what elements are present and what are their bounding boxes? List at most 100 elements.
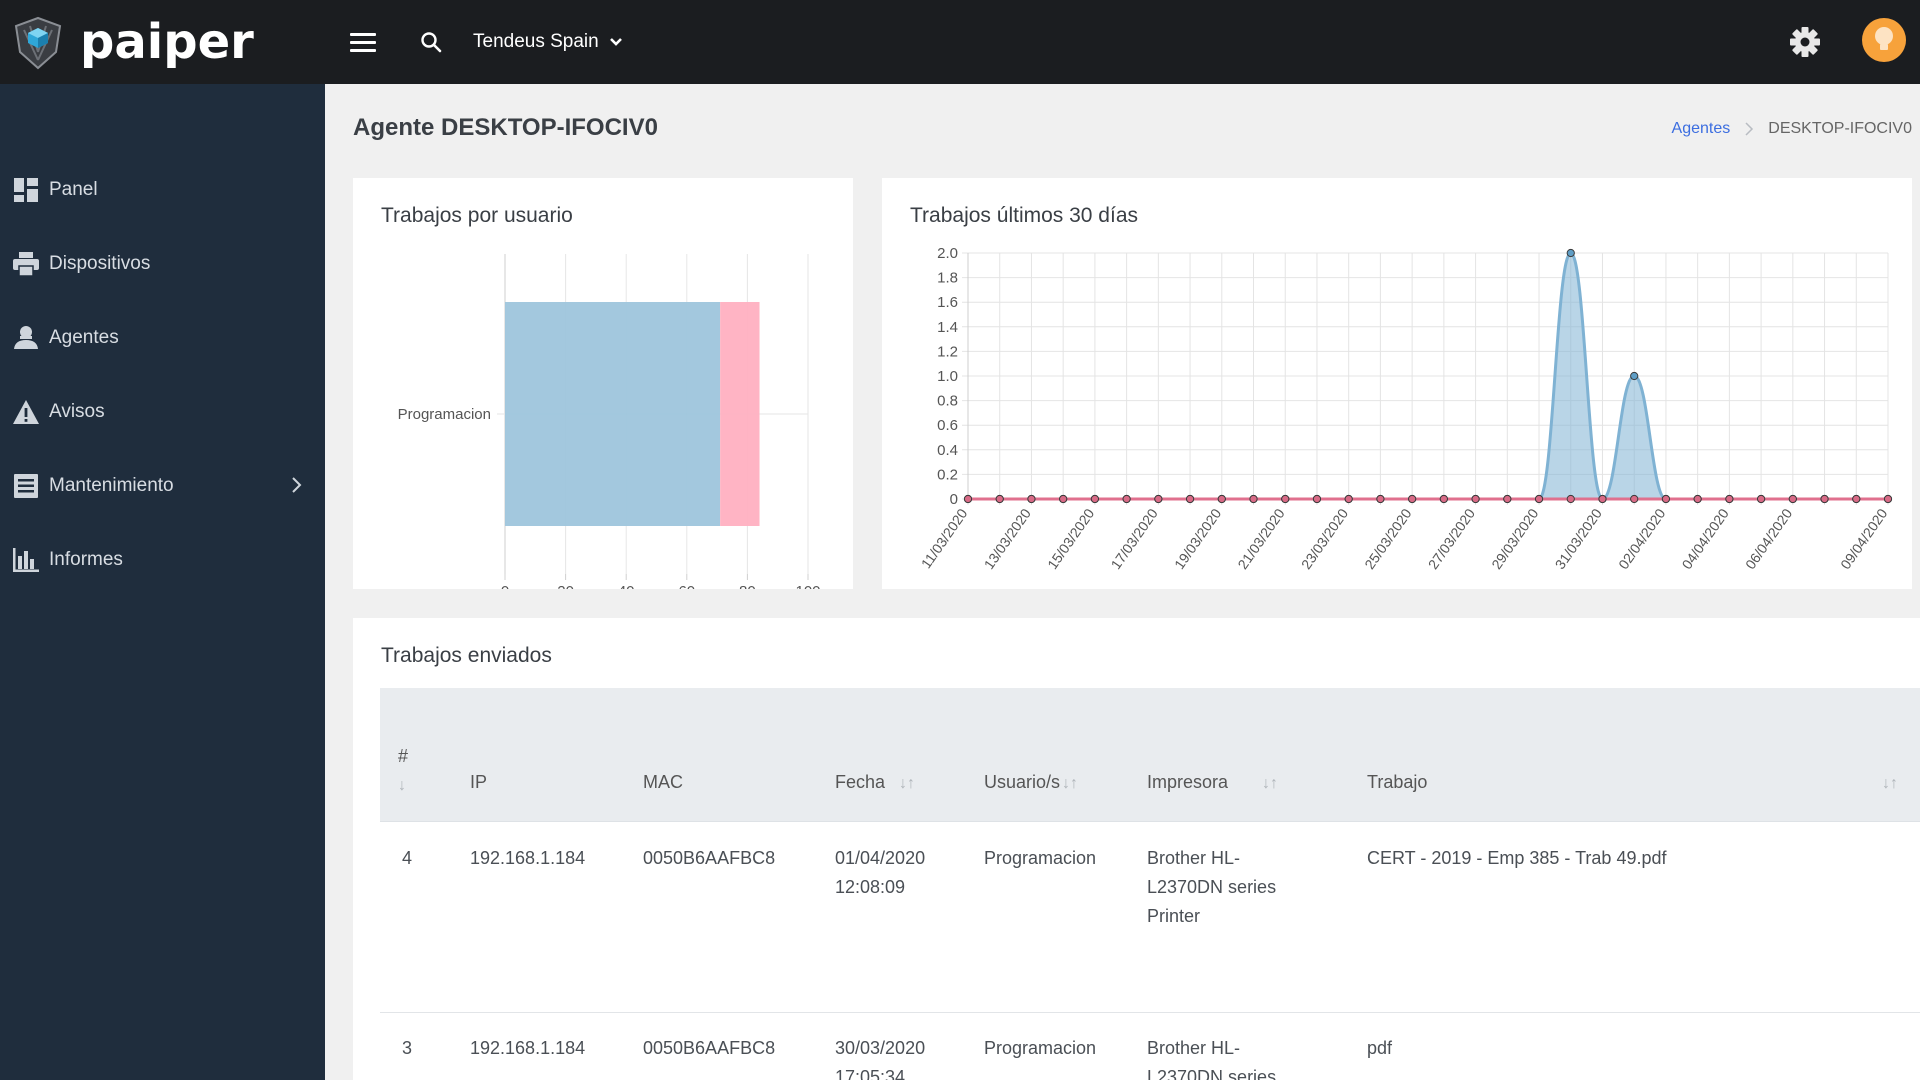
x-tick-label: 02/04/2020 bbox=[1615, 505, 1668, 572]
cell-usuario: Programacion bbox=[984, 1038, 1097, 1058]
cell-impresora: Brother HL- L2370DN series Printer bbox=[1147, 848, 1277, 926]
bar-segment-1 bbox=[720, 302, 760, 526]
column-header-impresora[interactable]: Impresora ↓↑ bbox=[1147, 772, 1279, 792]
search-button[interactable] bbox=[411, 22, 451, 62]
data-point-1 bbox=[1630, 494, 1639, 504]
x-tick-label: 17/03/2020 bbox=[1108, 505, 1161, 572]
column-header-trabajo-sort[interactable]: ↓↑ bbox=[1876, 772, 1898, 793]
column-header-trabajo[interactable]: Trabajo bbox=[1367, 772, 1428, 792]
data-point-1 bbox=[963, 494, 973, 504]
column-header-usuario[interactable]: Usuario/s ↓↑ bbox=[984, 772, 1079, 792]
breadcrumb: Agentes DESKTOP-IFOCIV0 bbox=[1672, 120, 1912, 138]
y-tick-label: 1.6 bbox=[937, 294, 958, 311]
x-tick-label: 100 bbox=[795, 583, 820, 589]
column-header-mac[interactable]: MAC bbox=[643, 772, 683, 792]
sort-icon: ↓↑ bbox=[899, 775, 916, 792]
x-tick-label: 31/03/2020 bbox=[1552, 505, 1605, 572]
sort-icon: ↓↑ bbox=[1882, 775, 1898, 792]
column-header-num[interactable]: # ↓ bbox=[398, 746, 409, 794]
data-point-1 bbox=[1376, 494, 1385, 504]
page-title: Agente DESKTOP-IFOCIV0 bbox=[353, 114, 658, 141]
chevron-right-icon bbox=[292, 477, 302, 493]
data-point-1 bbox=[1154, 494, 1163, 504]
x-tick-label: 20 bbox=[557, 583, 574, 589]
column-header-ip[interactable]: IP bbox=[470, 772, 488, 792]
data-point-1 bbox=[1185, 494, 1195, 504]
data-point-1 bbox=[1059, 494, 1068, 504]
warning-icon bbox=[12, 398, 40, 426]
user-avatar[interactable] bbox=[1862, 18, 1906, 62]
x-tick-label: 0 bbox=[501, 583, 509, 589]
x-tick-label: 13/03/2020 bbox=[981, 505, 1034, 572]
y-tick-label: 1.4 bbox=[937, 319, 958, 336]
sidebar-item-agentes[interactable]: Agentes bbox=[0, 310, 325, 366]
bar-chart-icon bbox=[12, 546, 40, 574]
y-tick-label: 0 bbox=[950, 491, 958, 508]
x-tick-label: 09/04/2020 bbox=[1837, 505, 1890, 572]
sidebar: Panel Dispositivos Agentes Avisos Manten… bbox=[0, 84, 325, 1080]
brand[interactable]: paiper bbox=[0, 12, 325, 72]
cell-trabajo[interactable]: pdf bbox=[1367, 1038, 1393, 1058]
data-point-1 bbox=[1090, 494, 1099, 504]
sidebar-item-informes[interactable]: Informes bbox=[0, 532, 325, 588]
column-header-fecha[interactable]: Fecha ↓↑ bbox=[835, 772, 916, 792]
cell-fecha: 01/04/2020 12:08:09 bbox=[835, 848, 926, 897]
menu-toggle-button[interactable] bbox=[343, 22, 383, 62]
data-point-1 bbox=[1566, 494, 1575, 504]
sidebar-item-mantenimiento[interactable]: Mantenimiento bbox=[0, 458, 325, 514]
data-point-1 bbox=[1757, 494, 1766, 504]
x-tick-label: 19/03/2020 bbox=[1171, 505, 1224, 572]
data-point-1 bbox=[995, 494, 1004, 504]
company-selector[interactable]: Tendeus Spain bbox=[473, 31, 623, 53]
cell-trabajo[interactable]: CERT - 2019 - Emp 385 - Trab 49.pdf bbox=[1367, 848, 1667, 868]
data-point-1 bbox=[1852, 494, 1861, 504]
sort-down-icon: ↓ bbox=[398, 777, 406, 794]
data-point-1 bbox=[1439, 494, 1448, 504]
x-tick-label: 27/03/2020 bbox=[1425, 505, 1478, 572]
y-tick-label: 0.4 bbox=[937, 442, 958, 459]
jobs-by-user-chart: 0 20 40 60 80 100 Programacion bbox=[398, 254, 821, 589]
list-icon bbox=[12, 472, 40, 500]
cell-impresora: Brother HL- L2370DN series bbox=[1147, 1038, 1277, 1080]
y-tick-label: 1.0 bbox=[937, 368, 958, 385]
cell-num: 3 bbox=[402, 1038, 413, 1058]
card-title: Trabajos últimos 30 días bbox=[910, 204, 1138, 227]
table-header bbox=[380, 688, 1920, 822]
cell-ip: 192.168.1.184 bbox=[470, 1038, 586, 1058]
cell-fecha: 30/03/2020 17:05:34 bbox=[835, 1038, 926, 1080]
paiper-logo-icon bbox=[14, 16, 62, 70]
data-point-1 bbox=[1249, 494, 1258, 504]
printer-icon bbox=[12, 250, 40, 278]
cell-mac: 0050B6AAFBC8 bbox=[643, 1038, 776, 1058]
x-tick-label: 04/04/2020 bbox=[1679, 505, 1732, 572]
data-point-1 bbox=[1725, 494, 1734, 504]
search-icon bbox=[421, 32, 442, 53]
jobs-last-30-days-card: Trabajos últimos 30 días 0 0.2 0.4 0.6 0.8 1.… bbox=[882, 178, 1912, 589]
data-point-1 bbox=[1534, 494, 1544, 504]
sidebar-item-dispositivos[interactable]: Dispositivos bbox=[0, 236, 325, 292]
x-tick-label: 29/03/2020 bbox=[1488, 505, 1541, 572]
gear-icon[interactable] bbox=[1785, 22, 1825, 62]
breadcrumb-current: DESKTOP-IFOCIV0 bbox=[1768, 120, 1912, 137]
y-tick-label: 2.0 bbox=[937, 245, 958, 262]
data-point-1 bbox=[1312, 494, 1322, 504]
data-point-1 bbox=[1408, 494, 1417, 504]
sort-icon: ↓↑ bbox=[1262, 775, 1279, 792]
y-tick-label: Programacion bbox=[398, 406, 491, 423]
sidebar-item-label: Informes bbox=[49, 549, 123, 570]
y-tick-label: 0.6 bbox=[937, 417, 958, 434]
card-title: Trabajos enviados bbox=[381, 644, 552, 667]
sidebar-item-panel[interactable]: Panel bbox=[0, 162, 325, 218]
breadcrumb-link-agentes[interactable]: Agentes bbox=[1671, 120, 1731, 137]
data-point-1 bbox=[1788, 494, 1797, 504]
data-point-1 bbox=[1027, 494, 1036, 504]
data-point-1 bbox=[1471, 494, 1480, 504]
cell-ip: 192.168.1.184 bbox=[470, 848, 586, 868]
lightbulb-icon bbox=[1875, 27, 1893, 50]
cell-usuario: Programacion bbox=[984, 848, 1097, 868]
cell-mac: 0050B6AAFBC8 bbox=[643, 848, 776, 868]
sidebar-item-label: Panel bbox=[49, 179, 98, 200]
sidebar-item-avisos[interactable]: Avisos bbox=[0, 384, 325, 440]
data-point-1 bbox=[1883, 494, 1893, 504]
data-point-1 bbox=[1503, 494, 1512, 504]
